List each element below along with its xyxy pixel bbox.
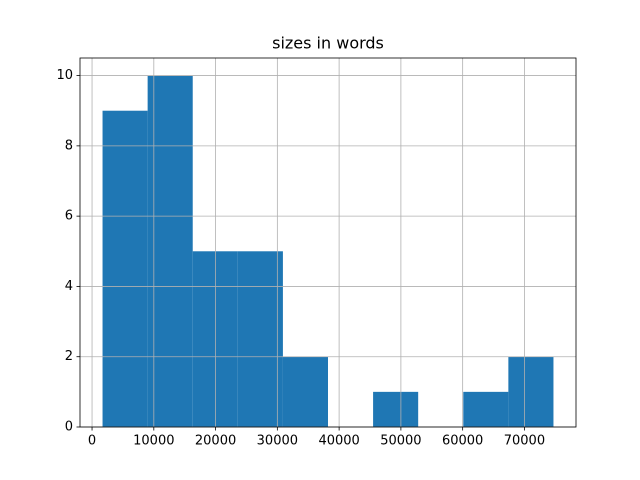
plot-frame bbox=[79, 57, 577, 428]
y-tick-label: 2 bbox=[65, 349, 73, 364]
bar bbox=[237, 251, 283, 427]
x-tick-label: 20000 bbox=[195, 434, 236, 449]
y-tick-label: 0 bbox=[65, 420, 73, 435]
x-tick-label: 10000 bbox=[133, 434, 174, 449]
x-tick-label: 30000 bbox=[257, 434, 298, 449]
x-tick-label: 0 bbox=[88, 434, 96, 449]
y-tick-label: 4 bbox=[65, 279, 73, 294]
bar bbox=[147, 75, 193, 428]
bar bbox=[282, 356, 328, 427]
x-tick-label: 60000 bbox=[442, 434, 483, 449]
x-tick-label: 50000 bbox=[380, 434, 421, 449]
x-tick-label: 40000 bbox=[318, 434, 359, 449]
y-tick-label: 10 bbox=[56, 68, 73, 83]
y-tick-label: 8 bbox=[65, 138, 73, 153]
bar bbox=[373, 391, 419, 427]
x-tick-label: 70000 bbox=[504, 434, 545, 449]
y-tick-label: 6 bbox=[65, 209, 73, 224]
bar bbox=[508, 356, 554, 427]
bar bbox=[102, 110, 148, 427]
chart-title: sizes in words bbox=[272, 34, 384, 53]
bar bbox=[463, 391, 509, 427]
